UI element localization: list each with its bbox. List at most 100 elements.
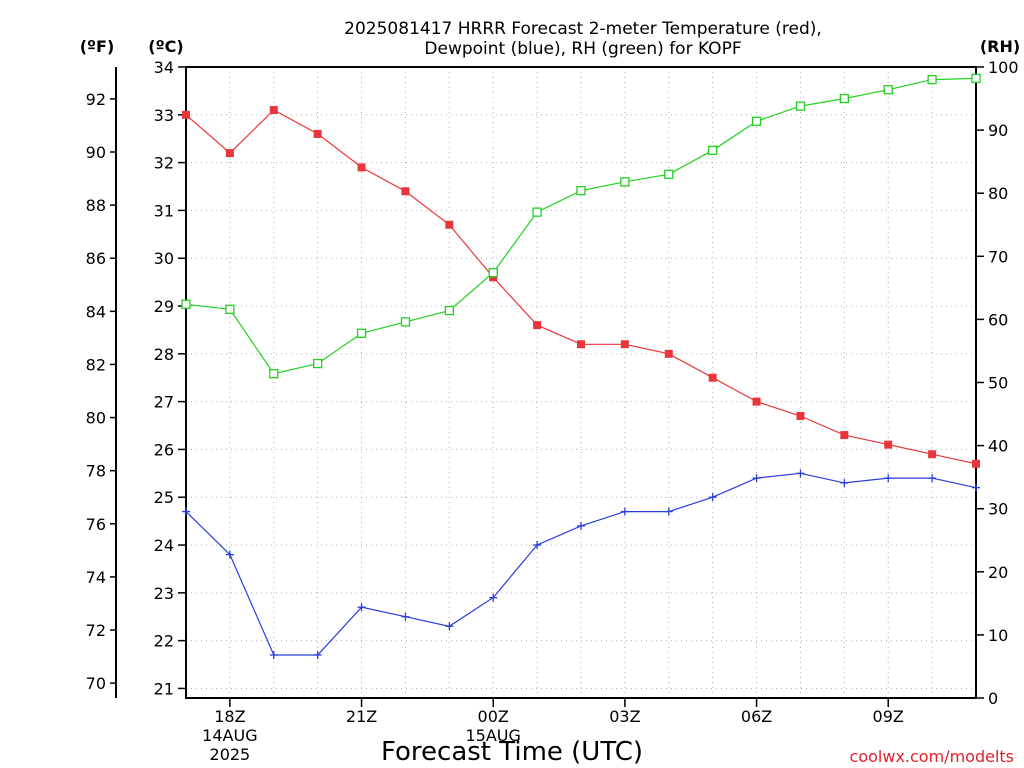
dewpoint-point bbox=[972, 483, 980, 492]
dewpoint-point bbox=[884, 474, 893, 483]
temperature-point bbox=[225, 149, 234, 158]
temperature-point bbox=[972, 459, 980, 468]
x-tick-label: 21Z bbox=[346, 707, 377, 726]
rh-tick-label: 70 bbox=[988, 247, 1008, 266]
rh-point bbox=[971, 73, 981, 84]
rh-tick-label: 20 bbox=[988, 563, 1008, 582]
grid bbox=[186, 66, 976, 698]
celsius-tick-label: 33 bbox=[154, 106, 174, 125]
rh-tick-label: 50 bbox=[988, 374, 1008, 393]
dewpoint-point bbox=[357, 603, 366, 612]
rh-point bbox=[708, 145, 718, 155]
temperature-point bbox=[620, 340, 629, 349]
rh-tick-label: 10 bbox=[988, 626, 1008, 645]
dewpoint-point bbox=[796, 469, 805, 478]
rh-tick-label: 80 bbox=[988, 184, 1008, 203]
x-tick-label: 14AUG bbox=[202, 726, 257, 745]
celsius-tick-label: 29 bbox=[154, 297, 174, 316]
celsius-tick-label: 25 bbox=[154, 488, 174, 507]
temperature-point bbox=[664, 349, 673, 358]
rh-point bbox=[795, 101, 806, 111]
rh-unit-label: (RH) bbox=[980, 37, 1020, 56]
chart-title-line-1: 2025081417 HRRR Forecast 2-meter Tempera… bbox=[344, 19, 822, 39]
dewpoint-point bbox=[269, 650, 278, 659]
fahrenheit-tick-label: 74 bbox=[86, 568, 106, 587]
credit-text: coolwx.com/modelts bbox=[850, 747, 1014, 766]
celsius-tick-label: 32 bbox=[154, 154, 174, 173]
celsius-tick-label: 27 bbox=[154, 393, 174, 412]
x-tick-label: 15AUG bbox=[466, 726, 521, 745]
rh-point bbox=[927, 74, 937, 85]
x-axis-label: Forecast Time (UTC) bbox=[381, 737, 643, 767]
fahrenheit-tick-label: 80 bbox=[86, 409, 106, 428]
rh-point bbox=[181, 299, 191, 309]
rh-tick-label: 40 bbox=[988, 437, 1008, 456]
fahrenheit-tick-label: 78 bbox=[86, 462, 106, 481]
rh-point bbox=[751, 116, 762, 126]
rh-tick-label: 90 bbox=[988, 121, 1008, 140]
rh-point bbox=[576, 186, 586, 196]
celsius-tick-label: 34 bbox=[154, 58, 174, 77]
celsius-tick-label: 21 bbox=[154, 679, 174, 698]
rh-point bbox=[269, 369, 279, 379]
x-tick-label: 2025 bbox=[210, 745, 251, 764]
chart-title-line-2: Dewpoint (blue), RH (green) for KOPF bbox=[424, 39, 741, 59]
rh-point bbox=[664, 169, 674, 179]
temperature-point bbox=[884, 440, 893, 449]
temperature-point bbox=[533, 321, 542, 330]
fahrenheit-tick-label: 82 bbox=[86, 355, 106, 374]
fahrenheit-tick-label: 70 bbox=[86, 674, 106, 693]
dewpoint-point bbox=[620, 507, 629, 516]
rh-point bbox=[444, 305, 454, 316]
rh-tick-label: 100 bbox=[988, 58, 1019, 77]
dewpoint-point bbox=[182, 507, 190, 516]
celsius-tick-label: 23 bbox=[154, 584, 174, 603]
temperature-point bbox=[928, 450, 937, 459]
fahrenheit-tick-label: 92 bbox=[86, 90, 106, 109]
temperature-point bbox=[445, 220, 454, 229]
dewpoint-point bbox=[225, 550, 234, 559]
temperature-point bbox=[357, 163, 366, 172]
dewpoint-point bbox=[664, 507, 673, 516]
rh-point bbox=[356, 328, 367, 338]
celsius-tick-label: 26 bbox=[154, 440, 174, 459]
celsius-tick-label: 31 bbox=[154, 201, 174, 220]
x-tick-label: 00Z bbox=[478, 707, 509, 726]
temperature-point bbox=[708, 373, 717, 382]
fahrenheit-tick-label: 88 bbox=[86, 196, 106, 215]
dewpoint-point bbox=[445, 622, 454, 631]
series bbox=[181, 73, 981, 659]
fahrenheit-tick-label: 72 bbox=[86, 621, 106, 640]
rh-tick-label: 60 bbox=[988, 310, 1008, 329]
temperature-point bbox=[796, 411, 805, 420]
fahrenheit-tick-label: 86 bbox=[86, 249, 106, 268]
dewpoint-point bbox=[752, 474, 761, 483]
x-tick-label: 03Z bbox=[609, 707, 640, 726]
dewpoint-point bbox=[577, 521, 585, 530]
dewpoint-point bbox=[928, 474, 937, 483]
rh-point bbox=[883, 85, 893, 95]
fahrenheit-tick-label: 90 bbox=[86, 143, 106, 162]
temperature-point bbox=[269, 106, 278, 115]
celsius-tick-label: 24 bbox=[154, 536, 174, 555]
rh-point bbox=[532, 207, 542, 217]
fahrenheit-unit-label: (ºF) bbox=[80, 37, 115, 56]
temperature-point bbox=[313, 129, 322, 138]
rh-tick-label: 30 bbox=[988, 500, 1008, 519]
axes: 21 22 23 24 25 26 27 28 29 30 31 32 33 34 70 72 74 76 78 80… bbox=[86, 58, 1019, 764]
dewpoint-point bbox=[489, 593, 498, 602]
rh-point bbox=[400, 317, 411, 327]
rh-point bbox=[620, 177, 630, 187]
dewpoint-point bbox=[840, 478, 849, 487]
rh-point bbox=[488, 268, 498, 278]
fahrenheit-tick-label: 76 bbox=[86, 515, 106, 534]
x-tick-label: 18Z bbox=[214, 707, 245, 726]
dewpoint-point bbox=[313, 650, 322, 659]
temperature-point bbox=[840, 431, 849, 440]
rh-point bbox=[313, 358, 323, 369]
x-tick-label: 06Z bbox=[741, 707, 772, 726]
celsius-tick-label: 28 bbox=[154, 345, 174, 364]
rh-tick-label: 0 bbox=[988, 689, 998, 708]
dewpoint-point bbox=[401, 612, 410, 621]
